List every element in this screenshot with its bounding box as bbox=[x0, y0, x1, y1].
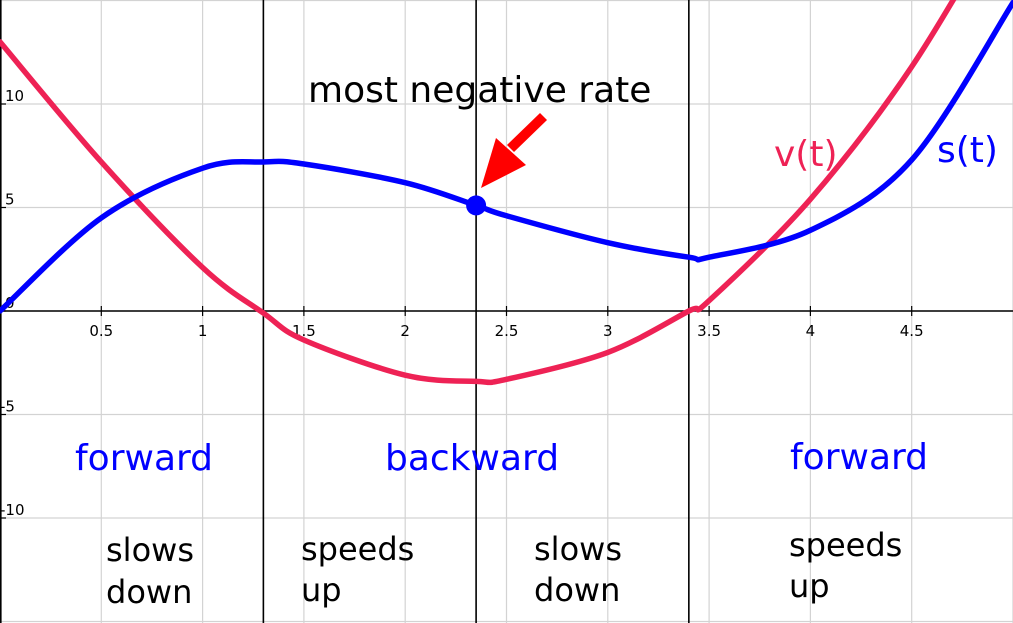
motion-label-4-line-1: speeds bbox=[789, 526, 902, 564]
x-tick-label: 4.5 bbox=[900, 322, 924, 340]
annotations: most negative rate v(t) s(t) forward bac… bbox=[75, 70, 998, 611]
curves bbox=[0, 0, 1013, 386]
motion-label-3-line-1: slows bbox=[534, 530, 622, 568]
v-curve bbox=[0, 0, 957, 386]
x-tick-label: 2 bbox=[400, 322, 410, 340]
s-curve bbox=[0, 0, 1013, 314]
s-curve-label: s(t) bbox=[937, 130, 998, 171]
motion-label-3-line-2: down bbox=[534, 571, 620, 609]
direction-label-2: backward bbox=[385, 438, 559, 479]
y-tick-label: 5 bbox=[5, 191, 15, 209]
x-tick-label: 3.5 bbox=[697, 322, 721, 340]
direction-label-3: forward bbox=[790, 437, 928, 478]
y-tick-label: -10 bbox=[0, 501, 25, 519]
x-tick-label: 0.5 bbox=[89, 322, 113, 340]
motion-label-1-line-2: down bbox=[106, 573, 192, 611]
arrow-label: most negative rate bbox=[308, 70, 651, 111]
highlight-point bbox=[466, 195, 487, 216]
arrow-head-icon bbox=[481, 138, 526, 188]
y-tick-label: 10 bbox=[5, 87, 24, 105]
x-tick-label: 2.5 bbox=[495, 322, 519, 340]
motion-label-4-line-2: up bbox=[789, 567, 830, 605]
motion-label-2-line-2: up bbox=[301, 571, 342, 609]
v-curve-label: v(t) bbox=[774, 134, 838, 175]
x-tick-label: 1 bbox=[198, 322, 208, 340]
x-tick-label: 4 bbox=[806, 322, 816, 340]
x-tick-label: 3 bbox=[603, 322, 613, 340]
direction-label-1: forward bbox=[75, 438, 213, 479]
arrow-icon bbox=[507, 113, 547, 152]
motion-label-1-line-1: slows bbox=[106, 531, 194, 569]
y-tick-label: -5 bbox=[0, 398, 15, 416]
motion-label-2-line-1: speeds bbox=[301, 530, 414, 568]
